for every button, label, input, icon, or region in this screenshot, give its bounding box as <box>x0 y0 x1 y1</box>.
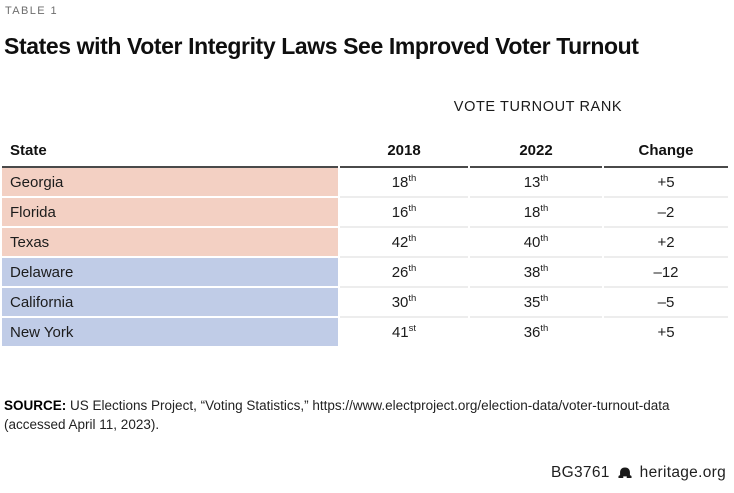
source-label: SOURCE: <box>4 398 67 413</box>
column-header-state: State <box>2 117 338 168</box>
group-column-header: VOTE TURNOUT RANK <box>453 99 623 115</box>
cell-change: +5 <box>657 323 675 341</box>
source-note: SOURCE: US Elections Project, “Voting St… <box>4 396 720 434</box>
cell-state: New York <box>2 318 338 346</box>
cell-rank-2022: 38th <box>470 258 602 288</box>
table-row: Florida 16th 18th –2 <box>2 198 728 228</box>
cell-state: California <box>2 288 338 318</box>
column-header-change: Change <box>604 117 728 168</box>
cell-rank-2018: 30th <box>340 288 468 318</box>
table-row: Delaware 26th 38th –12 <box>2 258 728 288</box>
table-row: New York 41st 36th +5 <box>2 318 728 346</box>
cell-rank-2018: 26th <box>340 258 468 288</box>
table-row: Georgia 18th 13th +5 <box>2 168 728 198</box>
cell-rank-2018: 16th <box>340 198 468 228</box>
table-row: California 30th 35th –5 <box>2 288 728 318</box>
cell-rank-2018: 42th <box>340 228 468 258</box>
cell-rank-2022: 35th <box>470 288 602 318</box>
cell-rank-2022: 18th <box>470 198 602 228</box>
cell-change: –5 <box>604 288 728 318</box>
cell-state: Texas <box>2 228 338 258</box>
table-label: TABLE 1 <box>5 5 59 17</box>
cell-state: Delaware <box>2 258 338 288</box>
turnout-table: State 2018 2022 Change Georgia 18th 13th… <box>0 117 730 346</box>
column-header-2018: 2018 <box>340 117 468 168</box>
source-text: US Elections Project, “Voting Statistics… <box>4 398 670 432</box>
website-text: heritage.org <box>639 464 726 481</box>
cell-rank-2022: 40th <box>470 228 602 258</box>
column-header-2022: 2022 <box>470 117 602 168</box>
cell-change: +2 <box>604 228 728 258</box>
cell-change: –2 <box>604 198 728 228</box>
document-id: BG3761 <box>550 464 610 481</box>
page-title: States with Voter Integrity Laws See Imp… <box>4 33 639 59</box>
liberty-bell-icon <box>617 466 633 481</box>
table-header-row: State 2018 2022 Change <box>2 117 728 168</box>
footer: BG3761 heritage.org <box>551 464 726 482</box>
cell-rank-2018: 41st <box>391 323 417 341</box>
cell-state: Georgia <box>2 168 338 198</box>
table-row: Texas 42th 40th +2 <box>2 228 728 258</box>
cell-state: Florida <box>2 198 338 228</box>
cell-rank-2022: 36th <box>523 323 549 341</box>
cell-rank-2018: 18th <box>340 168 468 198</box>
cell-change: –12 <box>604 258 728 288</box>
cell-rank-2022: 13th <box>470 168 602 198</box>
cell-change: +5 <box>604 168 728 198</box>
